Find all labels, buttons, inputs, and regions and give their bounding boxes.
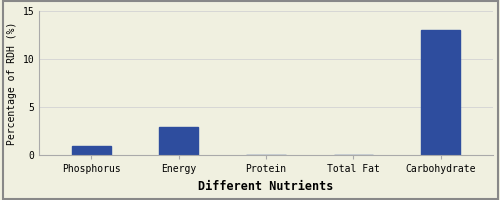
X-axis label: Different Nutrients: Different Nutrients [198,180,334,193]
Y-axis label: Percentage of RDH (%): Percentage of RDH (%) [7,22,17,145]
Bar [159,127,198,155]
Bar [72,146,111,155]
Bar [421,30,461,155]
